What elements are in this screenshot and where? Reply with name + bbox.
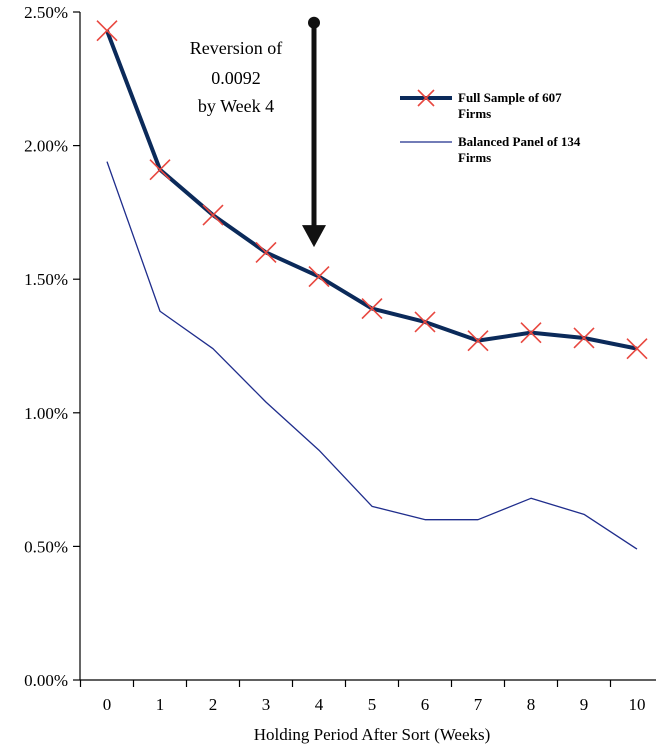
y-tick-label: 1.00%: [24, 404, 68, 423]
data-point-x-marker: [467, 330, 489, 352]
x-tick-label: 4: [315, 695, 324, 714]
y-tick-label: 1.50%: [24, 270, 68, 289]
marker-stroke: [202, 204, 224, 226]
arrow-head: [302, 225, 326, 248]
data-point-x-marker: [626, 338, 648, 360]
series-balanced-panel-line: [106, 161, 638, 550]
series-layer: [96, 20, 648, 550]
data-point-x-marker: [255, 241, 277, 264]
marker-stroke: [467, 330, 489, 352]
y-tick-label: 2.00%: [24, 137, 68, 156]
marker-stroke: [149, 159, 171, 181]
x-tick-label: 9: [580, 695, 589, 714]
x-tick-label: 6: [421, 695, 430, 714]
x-tick-label: 7: [474, 695, 483, 714]
y-tick-label: 0.00%: [24, 671, 68, 690]
data-point-x-marker: [414, 311, 436, 333]
data-point-x-marker: [202, 204, 224, 226]
y-tick-label: 2.50%: [24, 3, 68, 22]
legend-label-line: Firms: [458, 106, 491, 121]
annotation: Reversion of 0.0092 by Week 4: [190, 16, 326, 248]
data-point-x-marker: [520, 322, 542, 344]
annotation-text-line: by Week 4: [198, 96, 274, 116]
series-full-sample-line: [105, 29, 638, 351]
legend-marker-stroke: [417, 89, 435, 107]
data-point-x-marker: [149, 159, 171, 181]
marker-stroke: [361, 298, 383, 320]
x-tick-label: 3: [262, 695, 271, 714]
marker-stroke: [626, 338, 648, 360]
legend-label-line: Full Sample of 607: [458, 90, 562, 105]
marker-stroke: [96, 20, 118, 42]
marker-stroke: [308, 265, 330, 288]
marker-stroke: [414, 311, 436, 333]
y-tick-label: 0.50%: [24, 537, 68, 556]
annotation-text-line: Reversion of: [190, 38, 282, 58]
data-point-x-marker: [96, 20, 118, 42]
x-tick-label: 8: [527, 695, 536, 714]
legend-label-line: Firms: [458, 150, 491, 165]
x-axis-title: Holding Period After Sort (Weeks): [254, 725, 491, 744]
axes: 0.00% 0.50% 1.00% 1.50% 2.00% 2.50% 0 1 2 3 4 5 6 7 8 9…: [24, 3, 656, 744]
marker-stroke: [520, 322, 542, 344]
data-point-x-marker: [308, 265, 330, 288]
x-tick-label: 2: [209, 695, 218, 714]
x-tick-label: 0: [103, 695, 112, 714]
annotation-text-line: 0.0092: [211, 68, 261, 88]
data-point-x-marker: [573, 327, 595, 349]
x-tick-label: 10: [629, 695, 646, 714]
data-point-x-marker: [361, 298, 383, 320]
marker-stroke: [255, 241, 277, 264]
x-tick-label: 1: [156, 695, 165, 714]
x-tick-label: 5: [368, 695, 377, 714]
marker-stroke: [573, 327, 595, 349]
legend-label-line: Balanced Panel of 134: [458, 134, 581, 149]
